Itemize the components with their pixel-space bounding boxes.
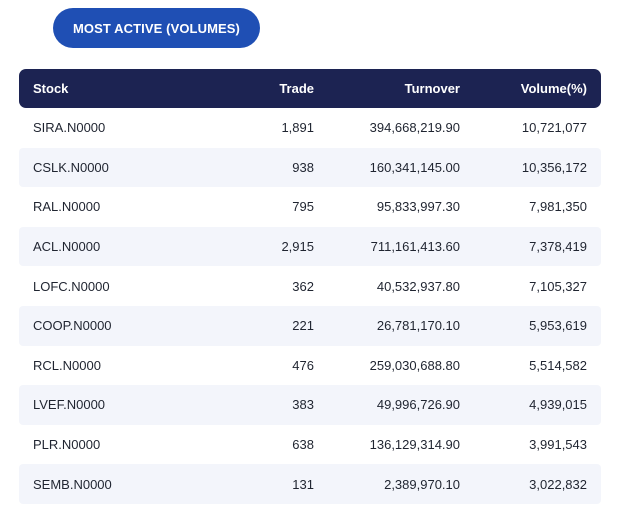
- column-header-stock[interactable]: Stock: [33, 81, 69, 96]
- cell-stock[interactable]: RCL.N0000: [33, 357, 101, 373]
- cell-trade: 795: [292, 199, 314, 215]
- table-row[interactable]: RAL.N0000 795 95,833,997.30 7,981,350: [19, 187, 601, 227]
- cell-trade: 362: [292, 278, 314, 294]
- cell-turnover: 95,833,997.30: [376, 199, 460, 215]
- cell-turnover: 26,781,170.10: [376, 318, 460, 334]
- cell-trade: 638: [292, 437, 314, 453]
- cell-stock[interactable]: RAL.N0000: [33, 199, 101, 215]
- cell-turnover: 2,389,970.10: [384, 476, 460, 492]
- cell-turnover: 49,996,726.90: [376, 397, 460, 413]
- cell-turnover: 136,129,314.90: [369, 437, 460, 453]
- cell-volume: 7,378,419: [529, 239, 587, 255]
- cell-volume: 10,356,172: [521, 159, 587, 175]
- most-active-volumes-tab[interactable]: MOST ACTIVE (VOLUMES): [53, 8, 260, 48]
- cell-trade: 476: [292, 357, 314, 373]
- most-active-table: Stock Trade Turnover Volume(%) SIRA.N000…: [19, 69, 601, 504]
- cell-trade: 131: [292, 476, 314, 492]
- cell-turnover: 711,161,413.60: [370, 239, 460, 255]
- table-row[interactable]: RCL.N0000 476 259,030,688.80 5,514,582: [19, 346, 601, 386]
- cell-volume: 4,939,015: [529, 397, 587, 413]
- cell-stock[interactable]: CSLK.N0000: [33, 159, 109, 175]
- table-row[interactable]: LVEF.N0000 383 49,996,726.90 4,939,015: [19, 385, 601, 425]
- column-header-trade[interactable]: Trade: [279, 81, 314, 96]
- cell-stock[interactable]: SEMB.N0000: [33, 476, 112, 492]
- cell-turnover: 259,030,688.80: [369, 357, 460, 373]
- cell-stock[interactable]: LOFC.N0000: [33, 278, 110, 294]
- cell-stock[interactable]: LVEF.N0000: [33, 397, 106, 413]
- cell-stock[interactable]: ACL.N0000: [33, 239, 101, 255]
- cell-turnover: 40,532,937.80: [376, 278, 460, 294]
- cell-stock[interactable]: SIRA.N0000: [33, 120, 106, 136]
- cell-trade: 938: [292, 159, 314, 175]
- cell-volume: 7,981,350: [529, 199, 587, 215]
- table-row[interactable]: SIRA.N0000 1,891 394,668,219.90 10,721,0…: [19, 108, 601, 148]
- table-header: Stock Trade Turnover Volume(%): [19, 69, 601, 108]
- cell-volume: 3,991,543: [529, 437, 587, 453]
- table-row[interactable]: COOP.N0000 221 26,781,170.10 5,953,619: [19, 305, 601, 346]
- table-row[interactable]: SEMB.N0000 131 2,389,970.10 3,022,832: [19, 464, 601, 504]
- column-header-turnover[interactable]: Turnover: [404, 81, 460, 96]
- cell-volume: 10,721,077: [521, 120, 587, 136]
- cell-volume: 7,105,327: [529, 278, 587, 294]
- cell-trade: 383: [292, 397, 314, 413]
- cell-volume: 5,514,582: [529, 357, 587, 373]
- table-row[interactable]: CSLK.N0000 938 160,341,145.00 10,356,172: [19, 147, 601, 188]
- table-row[interactable]: ACL.N0000 2,915 711,161,413.60 7,378,419: [19, 226, 601, 267]
- cell-stock[interactable]: PLR.N0000: [33, 437, 101, 453]
- cell-turnover: 160,341,145.00: [369, 159, 460, 175]
- cell-trade: 1,891: [281, 120, 314, 136]
- column-header-volume[interactable]: Volume(%): [520, 81, 587, 96]
- cell-trade: 2,915: [281, 239, 314, 255]
- cell-turnover: 394,668,219.90: [369, 120, 460, 136]
- cell-trade: 221: [292, 318, 314, 334]
- cell-volume: 3,022,832: [529, 476, 587, 492]
- cell-volume: 5,953,619: [529, 318, 587, 334]
- cell-stock[interactable]: COOP.N0000: [33, 318, 112, 334]
- table-row[interactable]: LOFC.N0000 362 40,532,937.80 7,105,327: [19, 266, 601, 306]
- table-row[interactable]: PLR.N0000 638 136,129,314.90 3,991,543: [19, 425, 601, 465]
